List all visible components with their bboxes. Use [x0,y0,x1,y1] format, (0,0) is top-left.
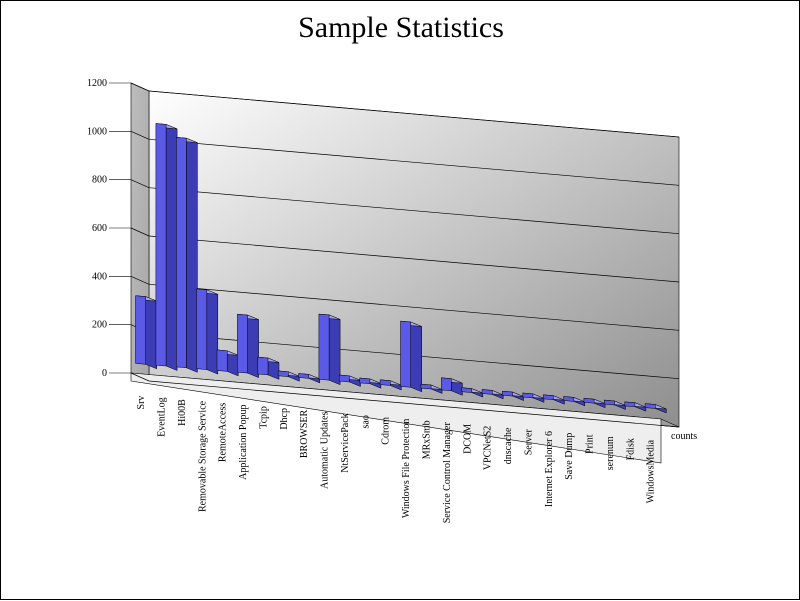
category-label: Hi00B [177,399,188,426]
bar [216,349,239,377]
bar [257,356,280,380]
y-axis-ticks: 0 200 400 600 800 1000 1200 [87,78,131,379]
gridline [130,82,680,138]
bar-front [359,377,371,384]
bars [135,123,667,414]
category-label: BROWSER [299,409,310,458]
bar-side [206,289,219,375]
bar-front [522,392,534,399]
bar [441,377,463,396]
bar-front [420,383,432,390]
bar-front [400,320,411,388]
bar-front [196,288,208,370]
category-label: Server [523,428,534,455]
bar-front [216,349,228,372]
category-label: VPCNetS2 [483,426,494,470]
y-tick-label: 600 [92,223,107,234]
series-label-group: counts [671,431,697,442]
category-label: Application Popup [238,405,249,480]
bar [196,288,219,375]
category-label: RemoteAccess [218,403,229,463]
bar [176,137,198,373]
bar-side [145,296,157,370]
category-labels: Srv EventLog Hi00B Removable Storage Servic… [136,396,657,524]
bar [135,295,157,370]
category-label: EventLog [156,397,167,436]
category-label: Internet Explorer 6 [544,431,555,507]
category-label: Fdisk [625,438,636,460]
y-tick-label: 800 [92,175,107,186]
bar [624,401,647,412]
bar-front [339,374,350,383]
category-label: Service Control Manager [442,422,453,524]
bar-front [379,379,391,386]
bar-front [277,370,289,377]
category-label: Windows File Protection [401,419,412,519]
bar-side [410,321,422,393]
bar-side [328,314,341,386]
bar [400,320,422,393]
bar-front [644,403,656,409]
y-tick-label: 0 [102,368,107,379]
floor-front [130,372,662,464]
category-label: WindowsMedia [646,439,657,503]
gridline [130,275,680,331]
category-label: sao [360,415,371,428]
y-tick-label: 1000 [87,126,107,137]
series-label: counts [671,431,697,442]
bar-front [441,377,452,392]
gridline [130,179,680,235]
bar [644,403,667,414]
bar-front [298,373,310,379]
category-label: Automatic Updates [320,411,331,489]
category-label: dnscache [503,427,514,464]
category-label: DCOM [462,424,473,454]
bar [277,370,300,382]
bar [583,398,606,409]
bar [542,394,565,405]
category-label: serenum [605,436,616,470]
bar-front [176,137,187,369]
y-tick-label: 1200 [87,78,107,89]
category-label: Tcpip [258,406,269,429]
category-label: NtServicePack [340,413,351,472]
bar [318,313,341,386]
y-tick-label: 400 [92,271,107,282]
bar [155,123,178,371]
bar-front [237,313,248,374]
bar-front [624,401,636,407]
bar-front [542,394,554,400]
y-tick-label: 200 [92,320,107,331]
bar-front [481,389,493,395]
gridline [130,227,680,283]
chart-walls [130,82,680,464]
bar-front [135,295,146,365]
category-label: Save Dump [564,433,575,480]
bar-front [257,356,269,376]
bar-front [318,313,330,381]
category-label: Cdrom [381,417,392,445]
bar-front [461,387,473,393]
bar [339,374,361,387]
bar-side [186,137,198,373]
category-label: MRxSmb [421,420,432,459]
bar-front [563,396,575,402]
bar-front [502,390,513,397]
bar-front [155,123,167,367]
bar-front [583,398,595,404]
gridline [130,372,680,428]
bar [298,373,321,384]
gridline [130,130,680,186]
chart-title: Sample Statistics [298,11,504,44]
bar [237,313,259,378]
bar-side [247,314,259,378]
category-label: Srv [136,396,147,410]
category-label: Dhcp [279,408,290,430]
bar-side [165,124,178,371]
category-label: Print [585,434,596,454]
bar-front [604,399,615,406]
category-label: Removable Storage Service [197,400,208,512]
